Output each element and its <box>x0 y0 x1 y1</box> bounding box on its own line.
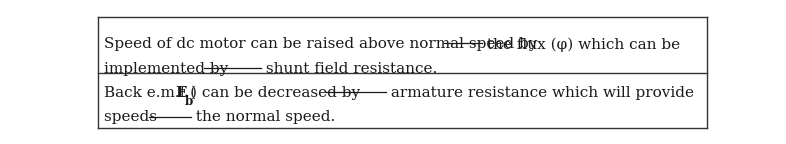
Text: ) can be decreased by: ) can be decreased by <box>191 86 365 100</box>
Text: speeds: speeds <box>105 110 162 124</box>
Text: Back e.m.f (: Back e.m.f ( <box>105 86 196 100</box>
Text: b: b <box>185 95 193 108</box>
Text: the flux (φ) which can be: the flux (φ) which can be <box>482 37 680 52</box>
Text: shunt field resistance.: shunt field resistance. <box>261 62 437 76</box>
Text: armature resistance which will provide: armature resistance which will provide <box>387 86 695 100</box>
Text: E: E <box>176 86 187 100</box>
Text: the normal speed.: the normal speed. <box>191 110 335 124</box>
Text: implemented by: implemented by <box>105 62 233 76</box>
Text: Speed of dc motor can be raised above normal speed by: Speed of dc motor can be raised above no… <box>105 37 542 51</box>
